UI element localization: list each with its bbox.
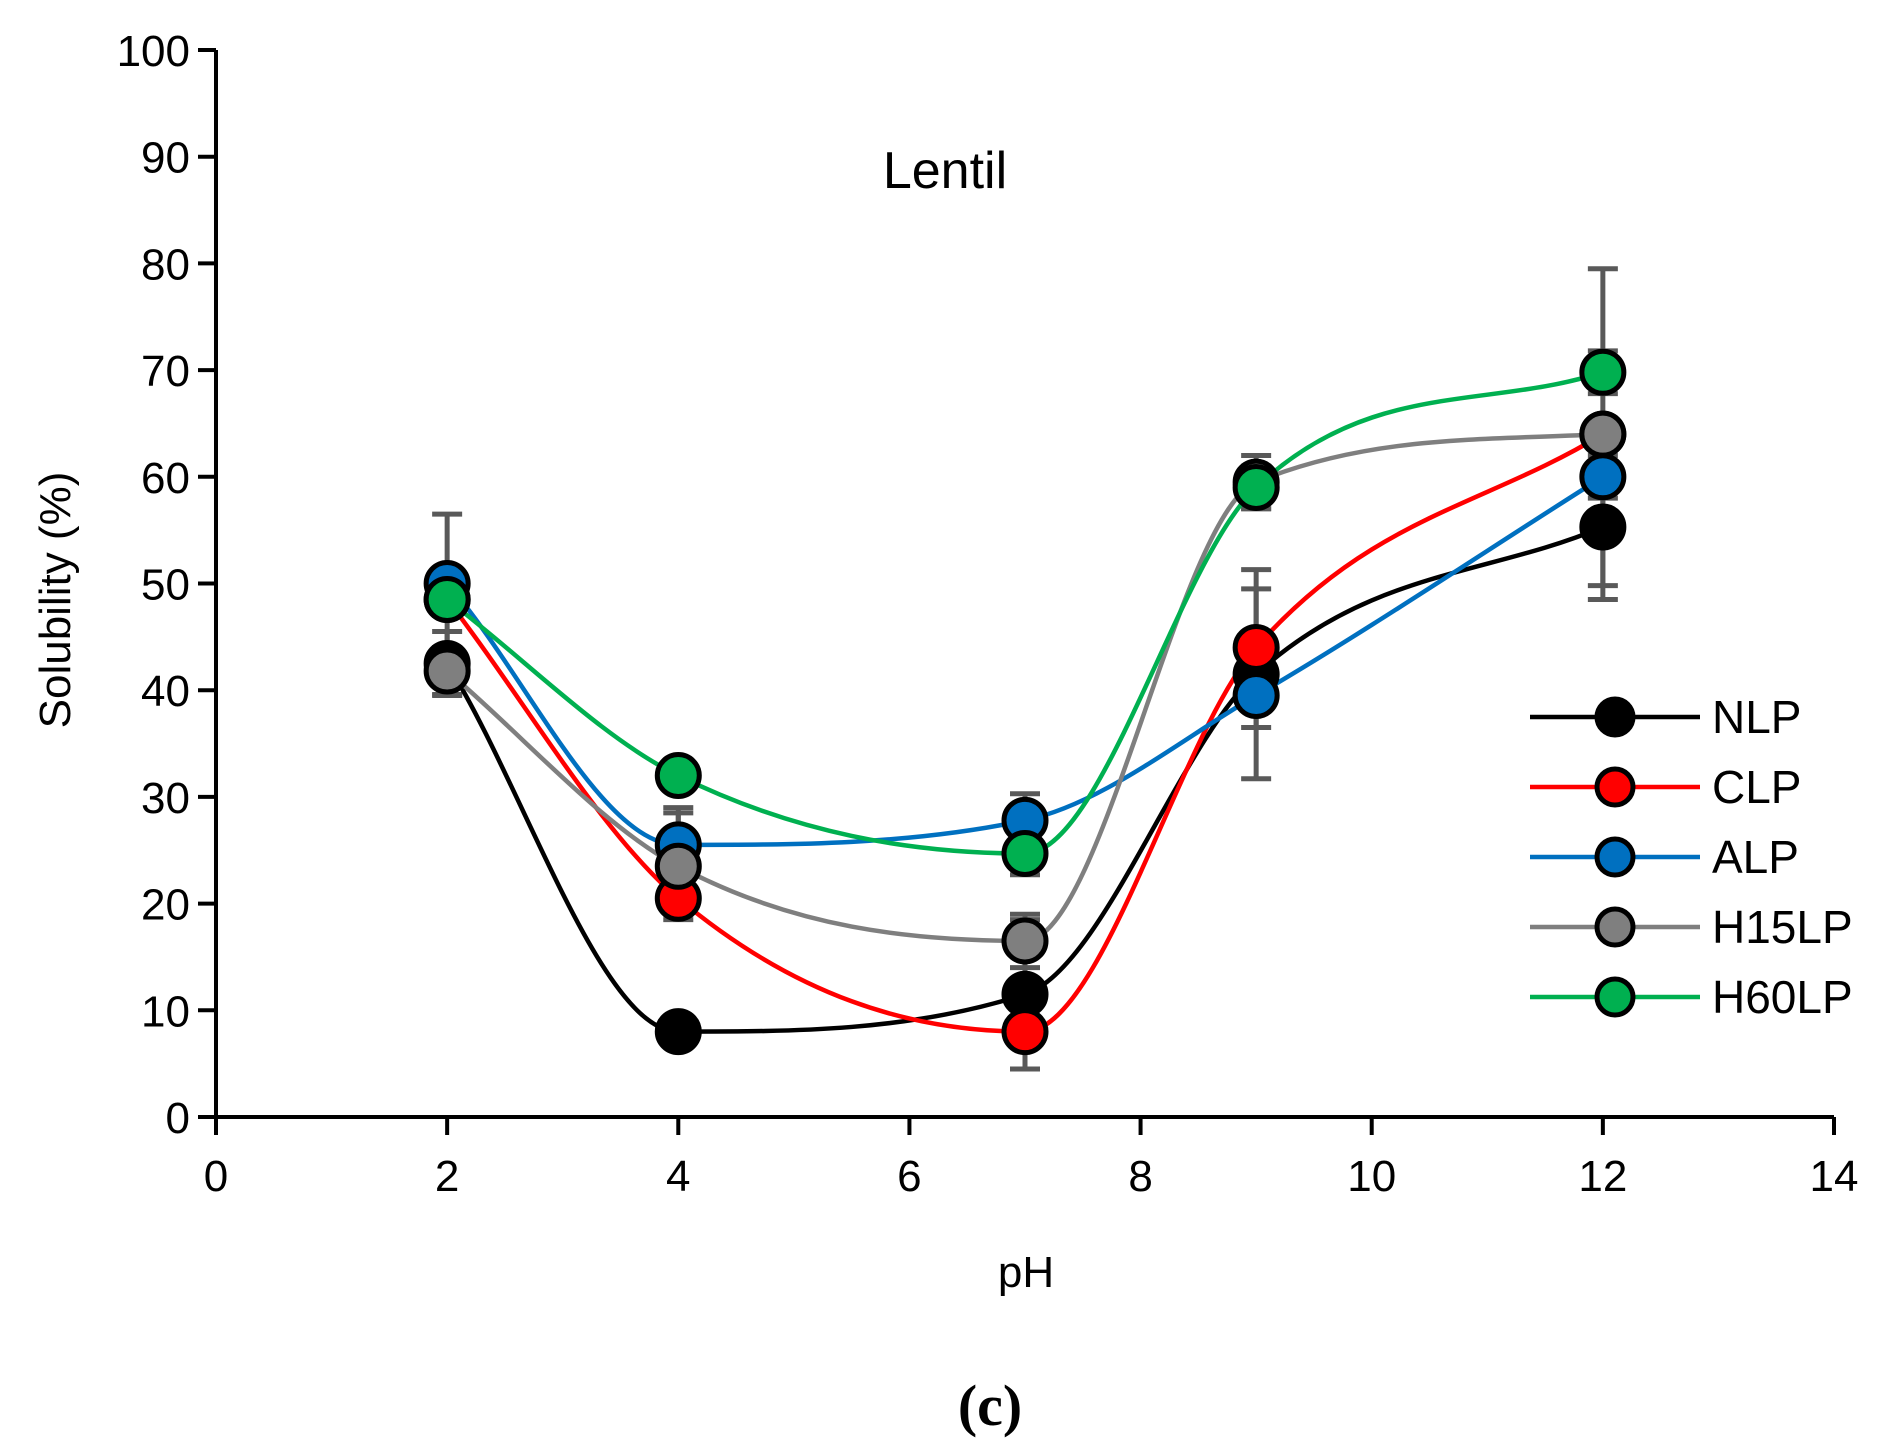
x-tick-label: 8 <box>1128 1152 1152 1201</box>
x-axis-title: pH <box>998 1248 1054 1297</box>
x-tick-label: 2 <box>435 1152 459 1201</box>
data-point-nlp <box>654 1008 702 1056</box>
x-tick-label: 0 <box>204 1152 228 1201</box>
data-point-h15lp <box>1001 917 1049 965</box>
data-point-h15lp <box>1579 410 1627 458</box>
legend-label: CLP <box>1712 761 1801 813</box>
y-tick-label: 70 <box>141 347 190 396</box>
legend-marker <box>1594 836 1636 878</box>
data-point-alp <box>1232 672 1280 720</box>
y-axis-title: Solubility (%) <box>31 472 80 729</box>
legend-item-alp: ALP <box>1530 831 1799 883</box>
legend-marker <box>1594 976 1636 1018</box>
y-tick-label: 90 <box>141 134 190 183</box>
x-tick-label: 10 <box>1347 1152 1396 1201</box>
legend: NLP CLP ALP H15LP H60LP <box>1530 691 1853 1023</box>
chart-title: Lentil <box>883 142 1007 200</box>
legend-label: NLP <box>1712 691 1801 743</box>
legend-label: ALP <box>1712 831 1799 883</box>
y-tick-label: 20 <box>141 881 190 930</box>
data-point-h60lp <box>1579 348 1627 396</box>
legend-item-clp: CLP <box>1530 761 1801 813</box>
legend-label: H15LP <box>1712 901 1853 953</box>
y-tick-label: 30 <box>141 774 190 823</box>
data-point-h60lp <box>654 752 702 800</box>
data-point-nlp <box>1579 503 1627 551</box>
legend-item-nlp: NLP <box>1530 691 1801 743</box>
data-point-h60lp <box>423 576 471 624</box>
axes: 0 10 20 30 40 50 60 70 80 90 100 0 2 4 6 8 10 12 14 <box>117 27 1859 1201</box>
data-point-h15lp <box>423 647 471 695</box>
markers-h60lp <box>423 348 1627 877</box>
figure-caption: (c) <box>958 1373 1022 1438</box>
y-tick-label: 80 <box>141 240 190 289</box>
legend-marker <box>1594 906 1636 948</box>
legend-item-h60lp: H60LP <box>1530 971 1853 1023</box>
y-tick-label: 50 <box>141 561 190 610</box>
legend-marker <box>1594 766 1636 808</box>
x-tick-label: 12 <box>1578 1152 1627 1201</box>
legend-label: H60LP <box>1712 971 1853 1023</box>
y-tick-label: 40 <box>141 667 190 716</box>
data-point-h15lp <box>654 842 702 890</box>
data-point-clp <box>1001 1008 1049 1056</box>
series-line-alp <box>445 474 1605 848</box>
data-point-h60lp <box>1001 829 1049 877</box>
markers-h15lp <box>423 410 1627 965</box>
x-tick-label: 4 <box>666 1152 690 1201</box>
data-point-h60lp <box>1232 463 1280 511</box>
y-tick-label: 100 <box>117 27 190 76</box>
data-point-alp <box>1579 453 1627 501</box>
series-layer <box>423 266 1627 1072</box>
legend-marker <box>1594 696 1636 738</box>
y-tick-label: 0 <box>166 1094 190 1143</box>
x-tick-label: 6 <box>897 1152 921 1201</box>
y-tick-label: 10 <box>141 987 190 1036</box>
data-point-clp <box>1232 624 1280 672</box>
legend-item-h15lp: H15LP <box>1530 901 1853 953</box>
x-tick-label: 14 <box>1810 1152 1859 1201</box>
y-tick-label: 60 <box>141 454 190 503</box>
